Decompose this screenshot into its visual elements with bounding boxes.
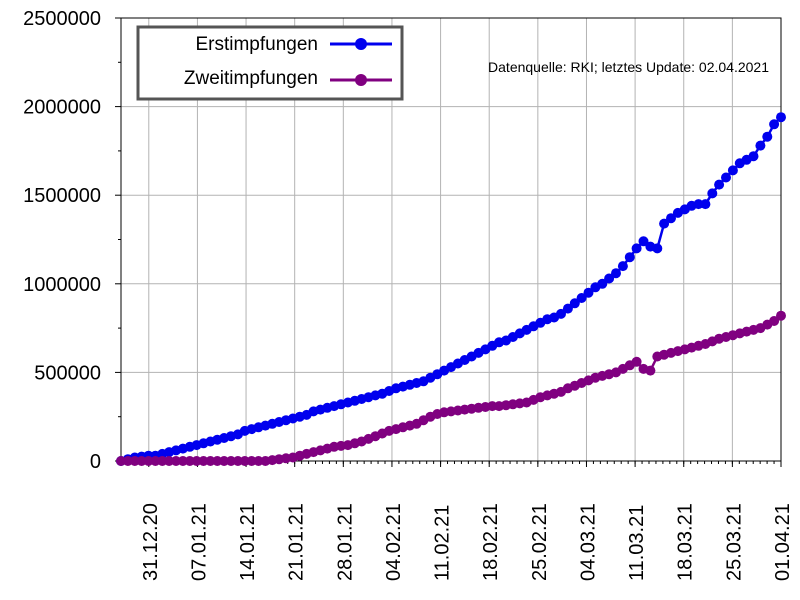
data-point [769, 316, 780, 326]
data-point [136, 456, 147, 466]
data-point [191, 456, 202, 466]
data-point [776, 112, 786, 123]
data-point [576, 293, 587, 303]
data-source-annotation: Datenquelle: RKI; letztes Update: 02.04.… [488, 59, 769, 75]
data-point [624, 252, 635, 263]
x-tick-label: 04.03.21 [577, 503, 599, 581]
data-point [253, 456, 264, 466]
x-tick-label: 18.03.21 [675, 503, 697, 581]
x-tick-label: 21.01.21 [286, 503, 308, 581]
data-point [150, 456, 161, 466]
data-point [727, 165, 738, 176]
data-point [700, 199, 711, 210]
legend: Erstimpfungen Zweitimpfungen [136, 25, 404, 101]
data-point [631, 243, 642, 254]
data-point [171, 456, 181, 466]
x-tick-label: 25.03.21 [723, 503, 745, 581]
data-point [226, 456, 236, 466]
y-tick-label: 2500000 [23, 8, 101, 30]
data-point [631, 356, 642, 367]
data-point [205, 456, 216, 466]
data-point [617, 261, 628, 272]
data-point [611, 268, 621, 279]
axes: 0 500000 1000000 1500000 2000000 2500000 31.12… [23, 8, 794, 581]
legend-label-zweitimpfungen: Zweitimpfungen [184, 68, 318, 89]
data-point [143, 456, 154, 466]
x-tick-label: 07.01.21 [188, 503, 210, 581]
data-point [198, 456, 209, 466]
data-point [652, 243, 663, 254]
data-point [219, 456, 230, 466]
data-point [597, 278, 608, 289]
data-point [116, 456, 126, 466]
data-point [721, 172, 731, 183]
data-point [556, 308, 566, 319]
x-tick-label: 14.01.21 [237, 503, 259, 581]
y-tick-label: 1000000 [23, 274, 101, 296]
y-tick-label: 500000 [34, 362, 101, 384]
data-point [232, 456, 243, 466]
plot-frame [120, 17, 782, 462]
data-point [748, 151, 759, 162]
data-point [638, 236, 649, 247]
data-point [693, 199, 704, 210]
x-tick-label: 25.02.21 [529, 503, 551, 581]
data-point [776, 310, 786, 321]
data-point [769, 119, 780, 130]
x-tick-label: 04.02.21 [383, 503, 405, 581]
data-point [583, 287, 594, 298]
x-tick-label: 11.02.21 [432, 505, 454, 581]
data-point [645, 365, 656, 376]
data-point [707, 188, 718, 199]
data-point [714, 179, 725, 190]
data-point [755, 140, 766, 151]
data-point [666, 213, 676, 224]
x-tick-label: 31.12.20 [140, 503, 162, 581]
y-tick-label: 2000000 [23, 97, 101, 119]
series-zweitimpfungen [116, 310, 786, 466]
x-tick-label: 11.03.21 [626, 505, 648, 581]
data-point [164, 456, 175, 466]
data-point [177, 456, 188, 466]
legend-marker-zweitimpfungen [355, 74, 367, 86]
x-tick-label: 01.04.21 [772, 503, 794, 581]
data-point [604, 273, 615, 284]
x-tick-label: 28.01.21 [334, 503, 356, 581]
data-point [659, 218, 670, 229]
data-point [569, 298, 580, 309]
data-point [246, 456, 257, 466]
y-tick-label: 0 [90, 451, 101, 473]
data-point [762, 131, 773, 142]
data-point [122, 456, 133, 466]
y-tick-label: 1500000 [23, 185, 101, 207]
x-tick-label: 18.02.21 [480, 503, 502, 581]
data-point [562, 303, 573, 314]
legend-label-erstimpfungen: Erstimpfungen [195, 34, 318, 55]
series-layer [116, 112, 786, 466]
legend-marker-erstimpfungen [355, 38, 367, 50]
